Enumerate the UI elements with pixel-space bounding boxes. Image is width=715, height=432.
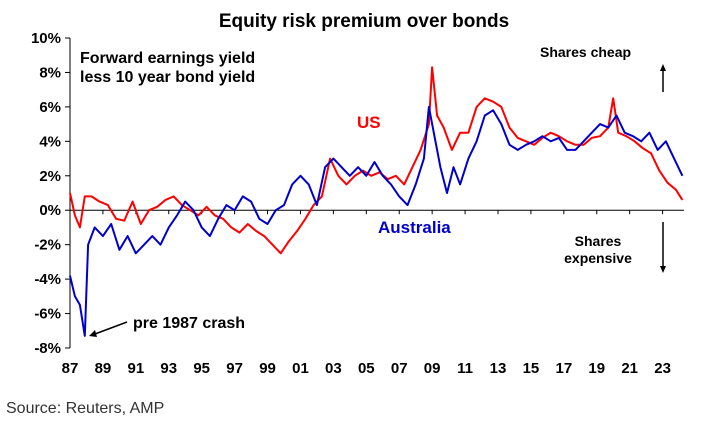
x-tick-label: 93 [160, 360, 177, 377]
x-tick-label: 21 [621, 360, 638, 377]
crash-annotation-arrow [89, 321, 128, 337]
shares-cheap-label: Shares cheap [540, 44, 631, 60]
y-tick-label: 6% [39, 99, 61, 116]
y-tick-label: 8% [39, 64, 61, 81]
x-axis: 87 89 91 93 95 97 99 01 03 05 07 09 11 13 15 17 19 21 23 [62, 209, 684, 377]
x-tick-label: 15 [523, 360, 540, 377]
chart: Equity risk premium over bonds 10% 8% 6% 4%… [31, 11, 684, 377]
shares-expensive-label-1: Shares [575, 233, 622, 249]
crash-annotation-label: pre 1987 crash [133, 315, 245, 332]
y-tick-label: -2% [34, 237, 61, 254]
x-tick-label: 97 [226, 360, 243, 377]
y-axis: 10% 8% 6% 4% 2% 0% -2% -4% -6% -8% [31, 30, 71, 357]
x-tick-label: 01 [292, 360, 309, 377]
us-series-label: US [357, 113, 381, 132]
x-tick-label: 17 [555, 360, 572, 377]
plot-series [69, 66, 684, 337]
y-tick-label: -8% [34, 340, 61, 357]
australia-series-label: Australia [378, 218, 451, 237]
x-tick-label: 95 [193, 360, 210, 377]
x-tick-label: 11 [457, 360, 473, 377]
y-tick-label: 2% [39, 168, 61, 185]
series-line-australia [69, 105, 684, 337]
x-tick-label: 89 [95, 360, 112, 377]
y-tick-label: 4% [39, 133, 61, 150]
x-tick-label: 99 [259, 360, 276, 377]
arrow-up-icon [660, 64, 666, 92]
subtitle-line-1: Forward earnings yield [80, 50, 255, 67]
y-tick-label: 0% [39, 202, 61, 219]
y-tick-label: -4% [34, 271, 61, 288]
y-tick-label: 10% [31, 30, 61, 47]
shares-expensive-label-2: expensive [564, 250, 632, 266]
subtitle-line-2: less 10 year bond yield [80, 69, 255, 86]
source-note: Source: Reuters, AMP [6, 400, 165, 417]
x-tick-label: 23 [654, 360, 671, 377]
x-tick-label: 13 [490, 360, 507, 377]
x-tick-label: 03 [325, 360, 342, 377]
x-tick-label: 87 [62, 360, 79, 377]
x-tick-label: 05 [358, 360, 375, 377]
y-tick-label: -6% [34, 306, 61, 323]
x-tick-label: 91 [128, 360, 145, 377]
x-tick-label: 09 [424, 360, 441, 377]
x-tick-label: 07 [391, 360, 408, 377]
series-line-us [69, 66, 684, 255]
chart-title: Equity risk premium over bonds [219, 11, 509, 32]
x-tick-label: 19 [588, 360, 605, 377]
arrow-down-icon [660, 222, 666, 273]
